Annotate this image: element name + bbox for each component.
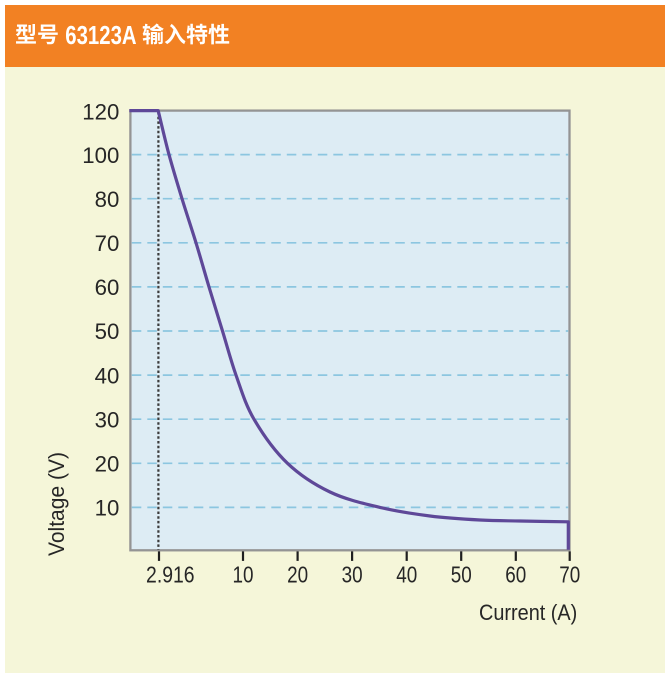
svg-text:70: 70 bbox=[559, 562, 580, 588]
svg-text:10: 10 bbox=[233, 562, 254, 588]
svg-text:30: 30 bbox=[95, 407, 120, 432]
svg-text:2.916: 2.916 bbox=[146, 562, 195, 588]
svg-text:30: 30 bbox=[342, 562, 363, 588]
svg-text:80: 80 bbox=[95, 187, 120, 212]
svg-text:63123A: 63123A bbox=[65, 20, 136, 50]
svg-text:20: 20 bbox=[95, 452, 120, 477]
svg-text:60: 60 bbox=[95, 275, 120, 300]
svg-text:Current (A): Current (A) bbox=[479, 600, 577, 625]
svg-text:60: 60 bbox=[505, 562, 526, 588]
svg-text:120: 120 bbox=[82, 99, 119, 124]
svg-text:50: 50 bbox=[95, 319, 120, 344]
svg-text:20: 20 bbox=[287, 562, 308, 588]
svg-text:10: 10 bbox=[95, 496, 120, 521]
svg-text:Voltage (V): Voltage (V) bbox=[44, 452, 69, 556]
svg-text:40: 40 bbox=[95, 363, 120, 388]
svg-text:70: 70 bbox=[95, 231, 120, 256]
svg-text:50: 50 bbox=[451, 562, 472, 588]
svg-text:100: 100 bbox=[82, 143, 119, 168]
svg-text:40: 40 bbox=[396, 562, 417, 588]
